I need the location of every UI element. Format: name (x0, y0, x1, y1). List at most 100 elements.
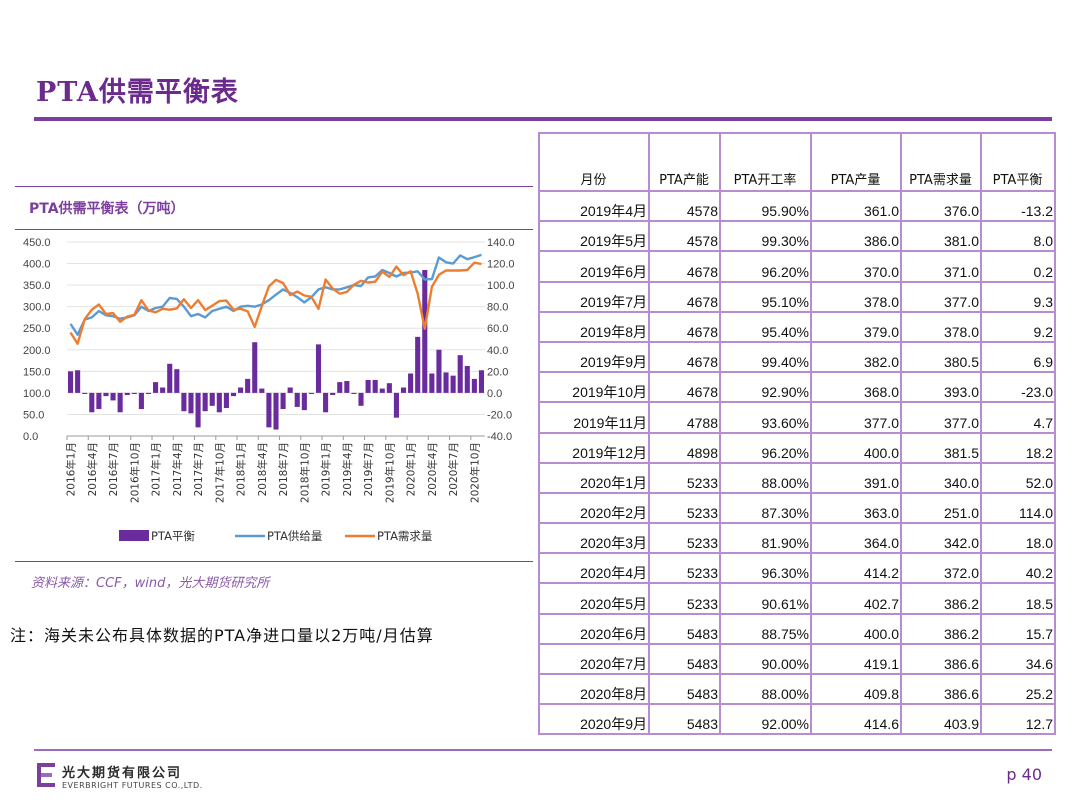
balance-bar (393, 392, 399, 418)
cell-balance: -23.0 (980, 371, 1056, 404)
cell-operating-rate: 88.00% (719, 672, 812, 706)
balance-bar (230, 392, 237, 397)
balance-bar (145, 392, 152, 394)
balance-bar (280, 392, 286, 410)
cell-capacity: 4788 (648, 401, 721, 434)
cell-output: 391.0 (810, 461, 902, 494)
y-right-tick-label: 120.0 (487, 259, 515, 271)
x-tick-label: 2018年4月 (256, 442, 269, 496)
cell-demand: 403.9 (900, 703, 982, 736)
cell-month: 2020年3月 (538, 522, 650, 555)
cell-balance: 9.2 (980, 310, 1056, 343)
company-name-cn: 光大期货有限公司 (62, 766, 183, 781)
cell-output: 363.0 (810, 491, 902, 525)
x-tick-label: 2016年10月 (128, 442, 141, 503)
balance-bar (337, 382, 343, 393)
cell-operating-rate: 95.10% (719, 280, 812, 313)
y-right-tick-label: 60.0 (487, 323, 508, 335)
balance-table: 月份 PTA产能 PTA开工率 PTA产量 PTA需求量 PTA平衡 2019年… (538, 132, 1056, 736)
cell-balance: 9.3 (980, 280, 1056, 313)
balance-bar (273, 392, 279, 430)
balance-bar (315, 344, 322, 393)
balance-bar (358, 392, 364, 406)
y-left-tick-label: 150.0 (23, 366, 51, 378)
cell-capacity: 4578 (648, 220, 721, 253)
estimate-note: 注：海关未公布具体数据的PTA净进口量以2万吨/月估算 (10, 626, 434, 645)
table-row: 2020年2月 5233 87.30% 363.0 251.0 114.0 (538, 491, 1056, 525)
y-left-tick-label: 300.0 (23, 302, 51, 314)
header-month: 月份 (538, 132, 650, 192)
y-left-tick-label: 400.0 (23, 259, 51, 271)
table-row: 2019年7月 4678 95.10% 378.0 377.0 9.3 (538, 280, 1056, 313)
cell-output: 414.6 (810, 703, 902, 736)
table-row: 2019年11月 4788 93.60% 377.0 377.0 4.7 (538, 401, 1056, 434)
chart-plot: 0.0 50.0 100.0 150.0 200.0 250.0 300.0 350.0 400… (23, 237, 515, 543)
balance-bar (259, 388, 265, 393)
cell-capacity: 5233 (648, 552, 721, 585)
cell-capacity: 5483 (648, 642, 721, 676)
cell-balance: 18.0 (980, 522, 1056, 555)
balance-bar (117, 392, 123, 413)
x-tick-label: 2018年10月 (298, 442, 311, 503)
cell-operating-rate: 88.75% (719, 612, 812, 645)
balance-bar (195, 392, 201, 428)
cell-operating-rate: 81.90% (719, 522, 812, 555)
balance-bar (96, 392, 102, 410)
table-row: 2020年1月 5233 88.00% 391.0 340.0 52.0 (538, 461, 1056, 494)
cell-demand: 377.0 (900, 401, 982, 434)
cell-month: 2020年5月 (538, 582, 650, 615)
y-left-tick-label: 450.0 (23, 237, 51, 249)
cell-month: 2020年8月 (538, 672, 650, 706)
footer-divider (34, 749, 1052, 751)
cell-output: 386.0 (810, 220, 902, 253)
balance-bar (287, 387, 293, 393)
balance-bar (124, 392, 130, 396)
cell-capacity: 5483 (648, 612, 721, 645)
cell-operating-rate: 92.90% (719, 371, 812, 404)
table-row: 2020年6月 5483 88.75% 400.0 386.2 15.7 (538, 612, 1056, 645)
cell-demand: 386.2 (900, 582, 982, 615)
cell-operating-rate: 93.60% (719, 401, 812, 434)
cell-month: 2019年4月 (538, 189, 650, 223)
cell-output: 379.0 (810, 310, 902, 343)
balance-bar (365, 379, 371, 393)
y-right-tick-label: -20.0 (487, 409, 512, 421)
x-tick-label: 2016年7月 (107, 442, 120, 496)
balance-bar (386, 383, 392, 393)
cell-output: 370.0 (810, 250, 902, 283)
y-right-tick-label: 100.0 (487, 280, 515, 292)
balance-bar (67, 371, 74, 393)
chart-title: PTA供需平衡表（万吨） (29, 201, 185, 217)
table-row: 2019年8月 4678 95.40% 379.0 378.0 9.2 (538, 310, 1056, 343)
cell-operating-rate: 87.30% (719, 491, 812, 525)
cell-output: 419.1 (810, 642, 902, 676)
cell-output: 378.0 (810, 280, 902, 313)
cell-demand: 386.2 (900, 612, 982, 645)
cell-capacity: 4578 (648, 189, 721, 223)
cell-balance: 114.0 (980, 491, 1056, 525)
x-tick-label: 2020年1月 (405, 442, 418, 496)
balance-bar (89, 392, 95, 413)
balance-bar (245, 378, 251, 393)
legend-supply-label: PTA供给量 (267, 529, 322, 543)
x-tick-label: 2016年4月 (86, 442, 99, 496)
cell-month: 2020年1月 (538, 461, 650, 494)
cell-balance: 0.2 (980, 250, 1056, 283)
cell-output: 400.0 (810, 431, 902, 464)
y-left-tick-label: 250.0 (23, 323, 51, 335)
cell-output: 377.0 (810, 401, 902, 434)
cell-balance: 52.0 (980, 461, 1056, 494)
balance-bar (323, 392, 329, 413)
balance-bar (238, 387, 244, 393)
cell-balance: 8.0 (980, 220, 1056, 253)
balance-bar (75, 370, 81, 393)
cell-demand: 371.0 (900, 250, 982, 283)
cell-balance: 4.7 (980, 401, 1056, 434)
balance-bar (464, 365, 470, 393)
cell-demand: 393.0 (900, 371, 982, 404)
cell-capacity: 4678 (648, 250, 721, 283)
cell-output: 402.7 (810, 582, 902, 615)
balance-bar (372, 379, 378, 393)
balance-bar (379, 388, 385, 393)
cell-month: 2020年4月 (538, 552, 650, 585)
